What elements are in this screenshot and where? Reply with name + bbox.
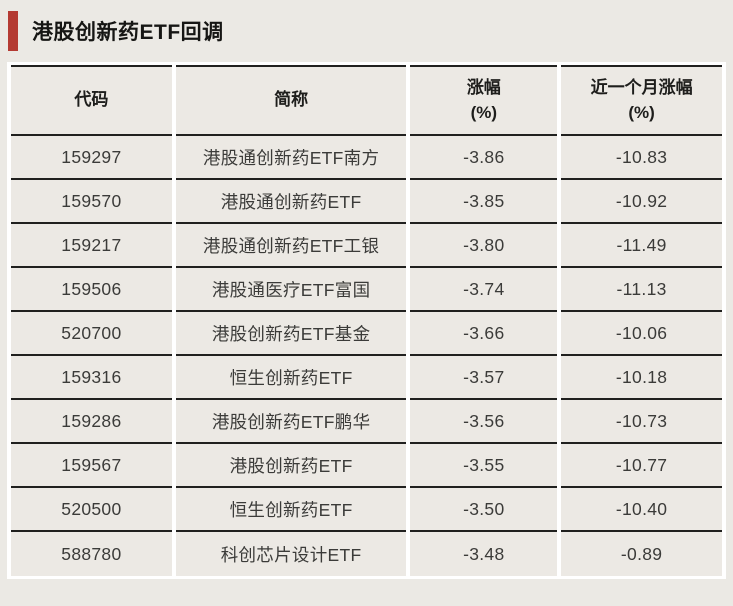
- code-cell: 520500: [11, 488, 172, 532]
- heading-accent-bar: [8, 10, 18, 51]
- change-cell: -3.55: [410, 444, 558, 488]
- code-cell: 159286: [11, 400, 172, 444]
- name-cell: 港股通创新药ETF南方: [175, 136, 407, 180]
- table-row: 159506 港股通医疗ETF富国 -3.74 -11.13: [11, 268, 722, 312]
- table-row: 159316 恒生创新药ETF -3.57 -10.18: [11, 356, 722, 400]
- table-row: 159570 港股通创新药ETF -3.85 -10.92: [11, 180, 722, 224]
- change-cell: -3.56: [410, 400, 558, 444]
- name-cell: 港股通创新药ETF工银: [175, 224, 407, 268]
- code-cell: 159570: [11, 180, 172, 224]
- name-cell: 恒生创新药ETF: [175, 356, 407, 400]
- month-change-cell: -10.83: [561, 136, 722, 180]
- change-cell: -3.48: [410, 532, 558, 576]
- month-change-cell: -10.73: [561, 400, 722, 444]
- month-change-cell: -11.49: [561, 224, 722, 268]
- table-row: 520500 恒生创新药ETF -3.50 -10.40: [11, 488, 722, 532]
- table-row: 159286 港股创新药ETF鹏华 -3.56 -10.73: [11, 400, 722, 444]
- change-cell: -3.80: [410, 224, 558, 268]
- name-cell: 港股创新药ETF鹏华: [175, 400, 407, 444]
- code-cell: 159316: [11, 356, 172, 400]
- month-change-cell: -10.40: [561, 488, 722, 532]
- column-header-unit: (%): [470, 102, 498, 122]
- column-header-code: 代码: [11, 65, 172, 136]
- table-row: 159297 港股通创新药ETF南方 -3.86 -10.83: [11, 136, 722, 180]
- month-change-cell: -10.06: [561, 312, 722, 356]
- month-change-cell: -11.13: [561, 268, 722, 312]
- column-header-label: 代码: [74, 90, 109, 110]
- column-header-label: 近一个月涨幅: [590, 77, 693, 97]
- code-cell: 159506: [11, 268, 172, 312]
- column-header-label: 简称: [274, 90, 309, 110]
- change-cell: -3.74: [410, 268, 558, 312]
- etf-table: 代码 简称 涨幅 (%) 近一个月涨幅 (%) 159297 港股通创新药ETF南方 -3.8…: [7, 65, 726, 576]
- month-change-cell: -0.89: [561, 532, 722, 576]
- etf-table-head-row: 代码 简称 涨幅 (%) 近一个月涨幅 (%): [11, 65, 722, 136]
- column-header-unit: (%): [628, 102, 655, 122]
- name-cell: 港股创新药ETF基金: [175, 312, 407, 356]
- change-cell: -3.50: [410, 488, 558, 532]
- table-row: 520700 港股创新药ETF基金 -3.66 -10.06: [11, 312, 722, 356]
- column-header-month-change: 近一个月涨幅 (%): [561, 65, 722, 136]
- code-cell: 159567: [11, 444, 172, 488]
- name-cell: 恒生创新药ETF: [175, 488, 407, 532]
- table-row: 159567 港股创新药ETF -3.55 -10.77: [11, 444, 722, 488]
- month-change-cell: -10.92: [561, 180, 722, 224]
- table-row: 159217 港股通创新药ETF工银 -3.80 -11.49: [11, 224, 722, 268]
- page-title: 港股创新药ETF回调: [32, 20, 224, 44]
- code-cell: 159217: [11, 224, 172, 268]
- month-change-cell: -10.18: [561, 356, 722, 400]
- name-cell: 港股通创新药ETF: [175, 180, 407, 224]
- change-cell: -3.66: [410, 312, 558, 356]
- column-header-change: 涨幅 (%): [410, 65, 558, 136]
- change-cell: -3.85: [410, 180, 558, 224]
- name-cell: 科创芯片设计ETF: [175, 532, 407, 576]
- change-cell: -3.57: [410, 356, 558, 400]
- code-cell: 588780: [11, 532, 172, 576]
- column-header-name: 简称: [175, 65, 407, 136]
- table-row: 588780 科创芯片设计ETF -3.48 -0.89: [11, 532, 722, 576]
- month-change-cell: -10.77: [561, 444, 722, 488]
- change-cell: -3.86: [410, 136, 558, 180]
- name-cell: 港股通医疗ETF富国: [175, 268, 407, 312]
- code-cell: 159297: [11, 136, 172, 180]
- column-header-label: 涨幅: [466, 77, 501, 97]
- article-heading: 港股创新药ETF回调: [0, 0, 733, 52]
- etf-table-frame: 代码 简称 涨幅 (%) 近一个月涨幅 (%) 159297 港股通创新药ETF南方 -3.8…: [7, 62, 726, 579]
- name-cell: 港股创新药ETF: [175, 444, 407, 488]
- code-cell: 520700: [11, 312, 172, 356]
